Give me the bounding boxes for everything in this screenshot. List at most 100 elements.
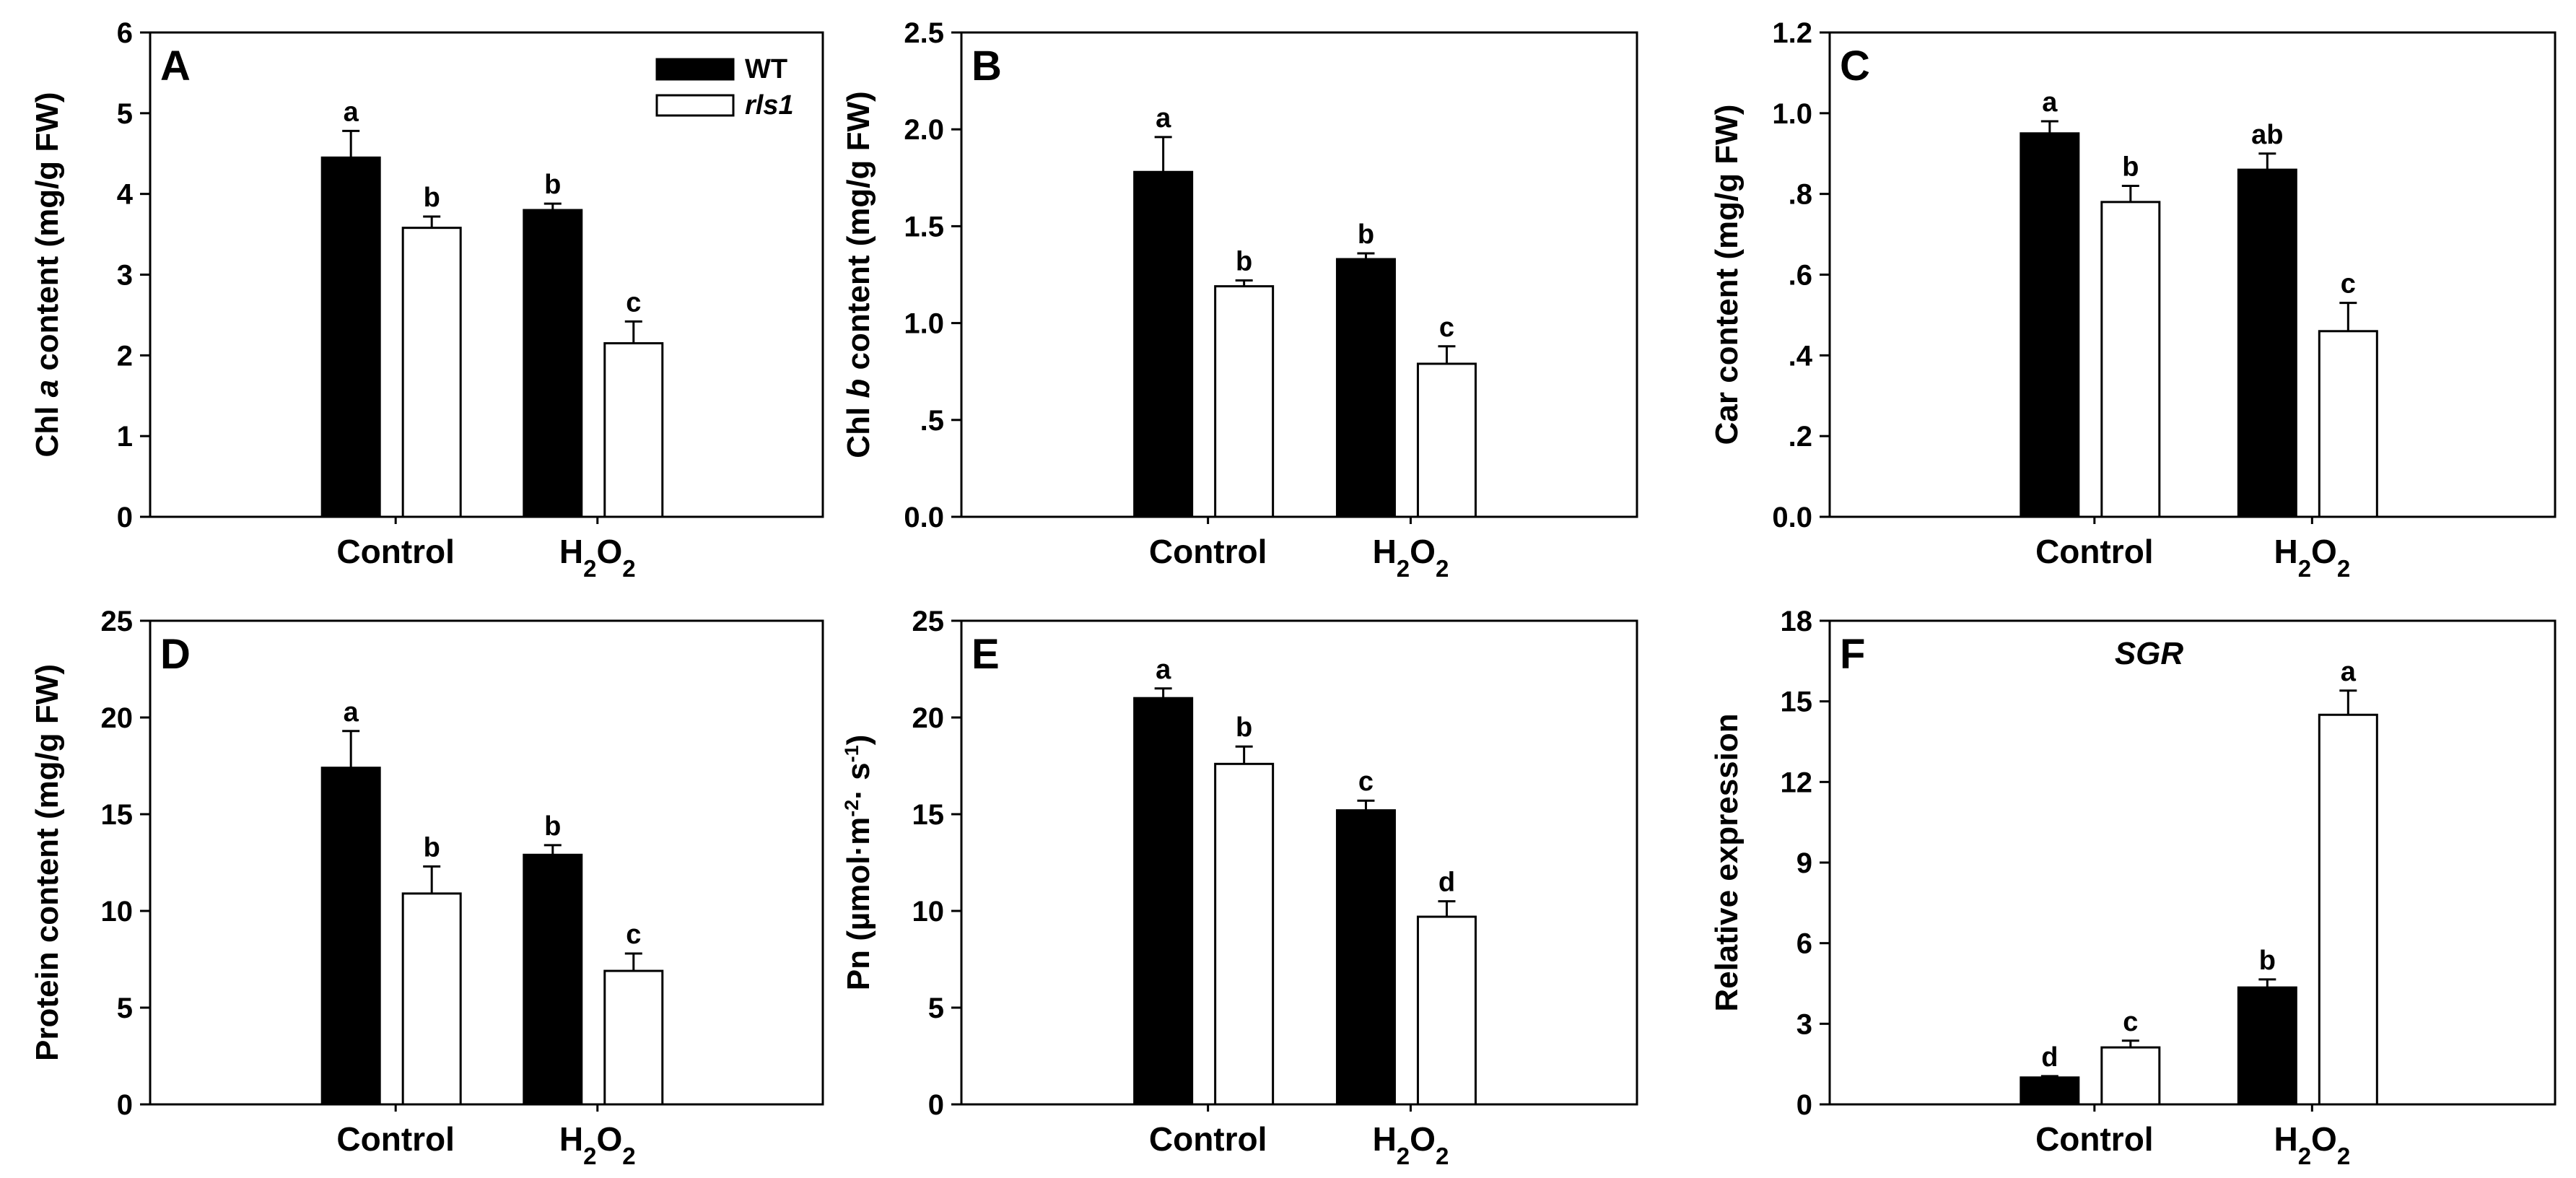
bar-wt — [1133, 697, 1194, 1106]
significance-letter: d — [2041, 1042, 2058, 1073]
bar-wt — [2020, 132, 2080, 518]
y-tick-label: .2 — [1789, 421, 1812, 453]
panel-letter: A — [160, 43, 191, 90]
legend: WT rls1 — [655, 54, 794, 121]
panel-letter: B — [972, 43, 1002, 90]
bar-rls1 — [1416, 362, 1477, 518]
significance-letter: c — [2123, 1007, 2138, 1037]
y-tick-label: 15 — [1781, 686, 1813, 718]
y-tick-label: 5 — [928, 992, 944, 1024]
plot-frame — [1828, 31, 2557, 518]
y-axis-label: Pn (µmol·m-2· s-1) — [841, 735, 876, 991]
y-tick-label: 20 — [912, 702, 945, 734]
y-tick-label: 0.0 — [904, 502, 944, 533]
bar-rls1 — [1416, 915, 1477, 1106]
significance-letter: d — [1438, 868, 1455, 898]
bar-wt — [1335, 809, 1396, 1106]
y-tick-label: 15 — [912, 799, 945, 831]
x-tick-label: Control — [1149, 533, 1267, 570]
plot-frame — [960, 619, 1638, 1106]
y-tick-label: 0 — [928, 1089, 944, 1121]
x-tick-label: H2O2 — [2274, 1120, 2350, 1169]
y-tick-label: 3 — [117, 260, 133, 292]
bar-rls1 — [2318, 330, 2378, 518]
significance-letter: a — [1156, 103, 1171, 134]
y-tick-label: 2.0 — [904, 114, 944, 146]
y-axis-label: Protein content (mg/g FW) — [30, 664, 65, 1061]
y-axis-label: Chl b content (mg/g FW) — [841, 91, 876, 458]
y-tick-label: 1 — [117, 421, 133, 453]
y-tick-label: 4 — [117, 179, 134, 211]
y-tick-label: 25 — [912, 606, 945, 637]
legend-label: rls1 — [745, 90, 794, 121]
y-tick-label: 15 — [101, 799, 134, 831]
y-tick-label: 1.5 — [904, 211, 944, 243]
y-tick-label: 1.0 — [1772, 98, 1812, 130]
legend-label: WT — [745, 54, 787, 84]
bar-rls1 — [401, 227, 462, 518]
bar-rls1 — [2318, 713, 2378, 1106]
panel-letter: C — [1840, 43, 1870, 90]
plot-frame — [1828, 619, 2557, 1106]
bar-rls1 — [2100, 201, 2161, 518]
x-tick-label: H2O2 — [1373, 533, 1449, 582]
y-tick-label: .5 — [920, 405, 944, 437]
y-tick-label: 25 — [101, 606, 134, 637]
x-tick-label: H2O2 — [559, 1120, 636, 1169]
significance-letter: c — [1358, 767, 1374, 797]
legend-swatch — [655, 58, 735, 81]
significance-letter: c — [2341, 269, 2356, 300]
significance-letter: b — [2259, 946, 2276, 976]
bar-rls1 — [603, 969, 664, 1106]
x-tick-label: Control — [2035, 533, 2154, 570]
significance-letter: b — [1236, 712, 1252, 743]
bar-wt — [2237, 986, 2297, 1106]
legend-swatch — [655, 94, 735, 117]
y-tick-label: 12 — [1781, 767, 1813, 798]
panel-letter: F — [1840, 631, 1865, 678]
plot-frame — [149, 619, 824, 1106]
y-tick-label: 6 — [1796, 928, 1812, 960]
y-tick-label: 0 — [117, 502, 133, 533]
y-axis-label: Chl a content (mg/g FW) — [30, 92, 65, 458]
y-tick-label: 0 — [1796, 1089, 1812, 1121]
bar-wt — [320, 156, 381, 518]
x-tick-label: Control — [1149, 1120, 1267, 1158]
x-tick-label: H2O2 — [1373, 1120, 1449, 1169]
chart-panel-F: 0 3 6 9 12 15 18 Relative expression Control d c H2… — [1709, 606, 2557, 1169]
significance-letter: a — [2341, 657, 2357, 687]
significance-letter: c — [1439, 313, 1454, 343]
significance-letter: a — [2042, 87, 2058, 118]
y-axis-label: Car content (mg/g FW) — [1709, 105, 1745, 445]
significance-letter: b — [424, 183, 440, 213]
y-tick-label: 18 — [1781, 606, 1813, 637]
x-tick-label: H2O2 — [2274, 533, 2350, 582]
chart-panel-E: 0 5 10 15 20 25 Pn (µmol·m-2· s-1) Control a b H2O… — [841, 606, 1638, 1169]
bar-rls1 — [401, 892, 462, 1106]
chart-panel-A: 0 1 2 3 4 5 6 Chl a content (mg/g FW) Control a b H… — [30, 17, 824, 582]
significance-letter: b — [544, 811, 561, 842]
y-tick-label: 10 — [912, 896, 945, 928]
significance-letter: b — [2122, 152, 2139, 182]
chart-panel-D: 0 5 10 15 20 25 Protein content (mg/g FW) Contr… — [30, 606, 824, 1169]
significance-letter: b — [1358, 219, 1374, 250]
panel-letter: E — [972, 631, 1000, 678]
y-tick-label: 6 — [117, 17, 133, 49]
y-tick-label: 9 — [1796, 847, 1812, 879]
significance-letter: c — [626, 920, 641, 950]
bar-wt — [1133, 170, 1194, 518]
panel-letter: D — [160, 631, 191, 678]
significance-letter: b — [544, 170, 561, 200]
y-tick-label: 0 — [117, 1089, 133, 1121]
y-tick-label: 5 — [117, 992, 133, 1024]
bar-rls1 — [603, 342, 664, 518]
chart-panel-B: 0.0 .5 1.0 1.5 2.0 2.5 Chl b content (mg/g FW)… — [841, 17, 1638, 582]
significance-letter: a — [1156, 655, 1171, 685]
bar-wt — [1335, 258, 1396, 518]
bar-rls1 — [1214, 285, 1275, 518]
x-tick-label: H2O2 — [559, 533, 636, 582]
significance-letter: b — [424, 832, 440, 863]
y-tick-label: 1.2 — [1772, 17, 1812, 49]
y-tick-label: 20 — [101, 702, 134, 734]
